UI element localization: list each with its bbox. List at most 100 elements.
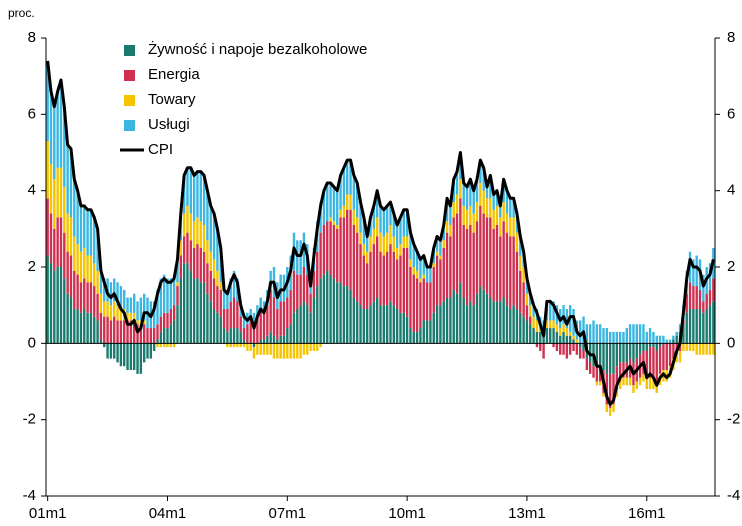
bar-segment [555,324,559,332]
bar-segment [246,343,249,351]
bar-segment [296,274,299,309]
bar-segment [462,205,465,226]
bar-segment [296,343,299,359]
bar-segment [166,328,169,344]
bar-segment [312,343,316,351]
bar-segment [505,232,509,306]
bar-segment [608,343,612,374]
bar-segment [329,217,332,222]
bar-segment [196,278,199,344]
bar-segment [522,267,525,283]
bar-segment [492,194,495,210]
bar-segment [172,274,176,306]
bar-segment [342,217,346,287]
bar-segment [382,255,386,306]
bar-segment [262,301,266,313]
bar-segment [579,343,582,348]
bar-segment [658,347,662,374]
bar-segment [678,324,682,332]
bar-segment [289,289,292,325]
bar-segment [465,186,469,210]
bar-segment [532,305,535,317]
bar-segment [385,251,389,306]
bar-segment [99,339,103,344]
bar-segment [412,244,415,267]
bar-segment [93,217,96,264]
bar-segment [389,244,392,302]
bar-segment [712,301,715,344]
bar-segment [375,297,379,344]
bar-segment [698,308,702,344]
bar-segment [83,308,86,344]
bar-segment [99,312,103,340]
bar-segment [126,312,129,321]
bar-segment [535,320,539,332]
bar-segment [572,343,575,351]
bar-segment [119,320,123,344]
bar-segment [529,305,532,317]
bar-segment [379,251,382,306]
bar-segment [339,217,342,283]
bar-segment [46,198,49,256]
bar-segment [512,198,515,218]
bar-segment [442,301,445,344]
bar-segment [642,324,645,344]
bar-segment [682,343,685,351]
bar-segment [445,297,449,344]
bar-segment [212,278,216,309]
bar-segment [172,305,176,321]
bar-segment [356,217,359,233]
y-axis-unit: proc. [8,6,35,20]
bar-segment [678,350,682,363]
bar-segment [206,240,209,264]
legend-swatch [124,95,135,106]
bar-segment [409,232,412,260]
bar-segment [86,282,89,313]
bar-segment [319,202,322,233]
bar-segment [485,186,489,199]
bar-segment [632,324,635,344]
bar-segment [123,289,126,309]
bar-segment [292,270,296,313]
bar-segment [569,335,572,344]
bar-segment [123,343,126,367]
bar-segment [502,221,505,298]
bar-segment [322,190,326,226]
bar-segment [212,213,216,260]
bar-segment [346,194,349,210]
bar-segment [252,312,256,325]
bar-segment [519,255,522,271]
bar-segment [256,343,259,355]
bar-segment [702,343,705,355]
bar-segment [622,362,625,378]
bar-segment [133,312,136,321]
bar-segment [485,198,489,218]
bar-segment [369,305,372,344]
bar-segment [435,255,439,306]
bar-segment [226,343,229,348]
bar-segment [475,293,479,344]
bar-segment [326,221,329,271]
bar-segment [502,202,505,222]
bar-segment [189,240,192,271]
bar-segment [56,267,59,344]
bar-segment [375,190,379,218]
bar-segment [372,301,376,344]
bar-segment [89,282,93,313]
bar-segment [628,343,632,359]
bar-segment [249,343,252,351]
bar-segment [562,331,565,344]
bar-segment [119,286,123,309]
bar-segment [385,205,389,233]
bar-segment [529,316,532,325]
bar-segment [296,240,299,275]
x-tick-label: 07m1 [269,505,307,522]
bar-segment [126,343,129,371]
bar-segment [475,221,479,294]
bar-segment [162,312,166,329]
bar-segment [455,171,459,195]
bar-segment [569,343,572,355]
bar-segment [455,194,459,214]
bar-segment [196,171,199,218]
bar-segment [202,175,206,226]
